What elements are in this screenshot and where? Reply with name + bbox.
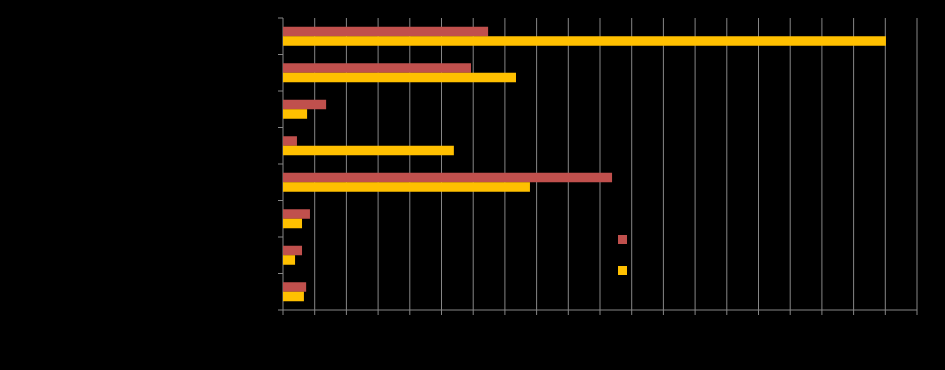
bar (283, 109, 308, 119)
x-tick-label: 4 (407, 320, 413, 332)
x-tick-label: 6 (470, 320, 476, 332)
x-tick-label: 1 (312, 320, 318, 332)
x-tick-label: 19 (879, 320, 891, 332)
bar (283, 136, 297, 146)
bar (283, 182, 530, 192)
bar (283, 72, 516, 83)
x-tick-label: 11 (626, 320, 637, 332)
bar (283, 218, 303, 229)
bar (283, 63, 471, 73)
bar (283, 99, 327, 110)
x-tick-label: 7 (502, 320, 508, 332)
x-tick-label: 13 (689, 320, 701, 332)
bar (283, 255, 296, 265)
x-tick-label: 3 (375, 320, 381, 332)
bar (283, 172, 613, 183)
x-tick-label: 14 (721, 320, 733, 332)
bar (283, 26, 489, 37)
bar (283, 209, 310, 219)
x-tick-label: 12 (657, 320, 669, 332)
bar (283, 145, 454, 156)
bar (283, 245, 303, 256)
bar (283, 36, 886, 46)
x-tick-label: 9 (565, 320, 571, 332)
legend-swatch (618, 266, 627, 275)
x-tick-label: 10 (594, 320, 606, 332)
x-tick-label: 18 (847, 320, 859, 332)
x-tick-label: 2 (343, 320, 349, 332)
bar (283, 291, 304, 302)
x-tick-label: 5 (438, 320, 444, 332)
x-tick-label: 20 (911, 320, 923, 332)
x-tick-label: 16 (784, 320, 796, 332)
x-tick-label: 8 (534, 320, 540, 332)
bar (283, 282, 307, 292)
x-tick-label: 15 (752, 320, 764, 332)
x-tick-label: 0 (280, 320, 286, 332)
legend-swatch (618, 235, 627, 244)
x-tick-label: 17 (816, 320, 828, 332)
